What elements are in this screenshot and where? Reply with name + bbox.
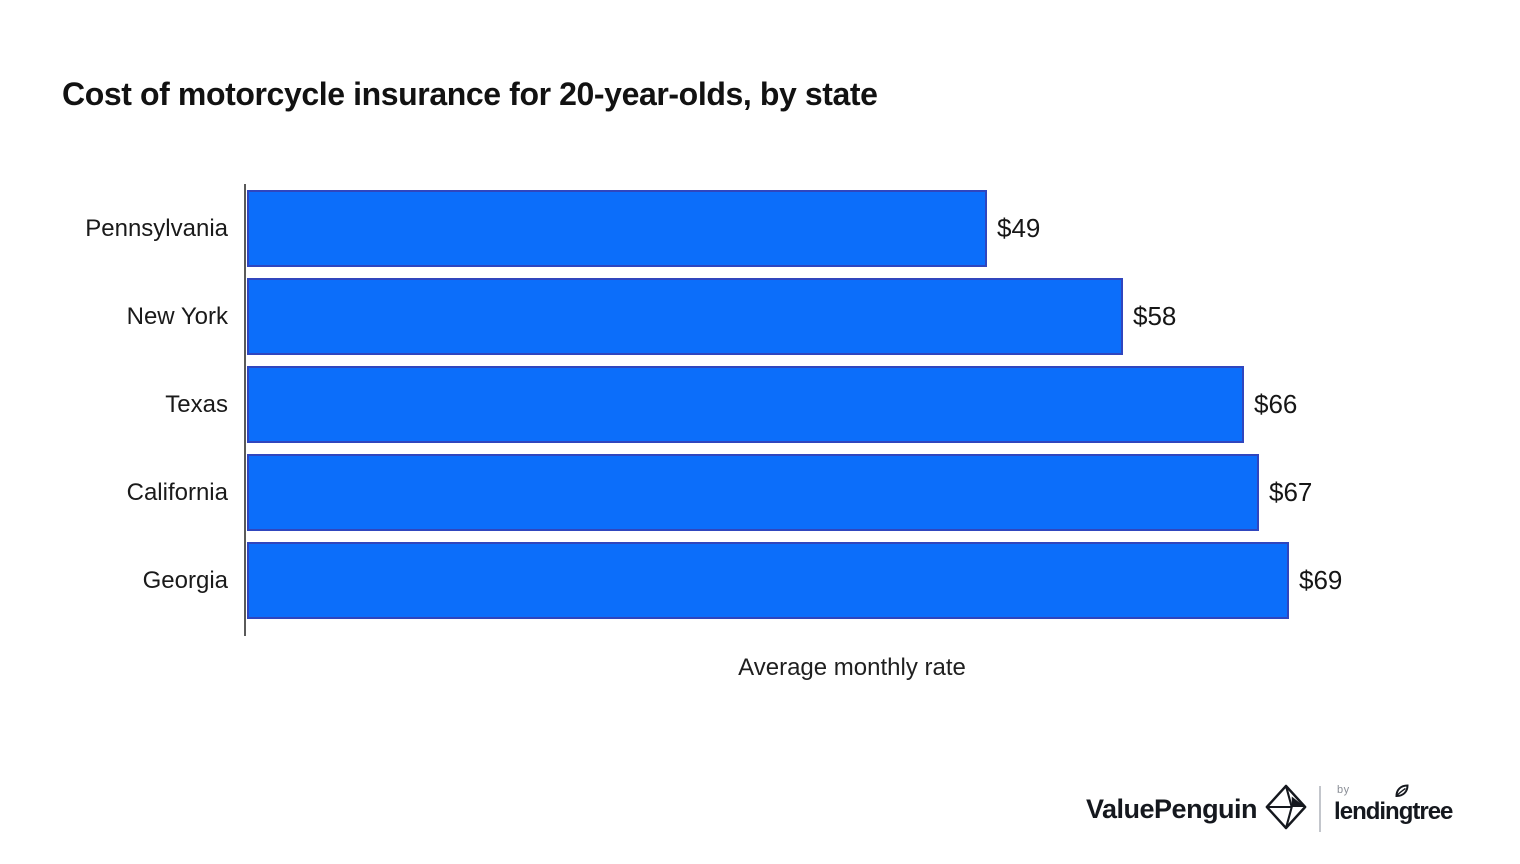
bar-value: $58: [1133, 301, 1177, 331]
bar-label: Texas: [165, 390, 228, 418]
bar-value: $69: [1299, 565, 1343, 595]
lendingtree-wordmark: lendingtree: [1334, 798, 1453, 825]
lendingtree-lockup: by lendingtree: [1334, 784, 1453, 826]
bar: [247, 454, 1259, 531]
bar-row: California $67: [0, 454, 1520, 531]
x-axis-label: Average monthly rate: [738, 654, 966, 681]
valuepenguin-wordmark: ValuePenguin: [1086, 793, 1258, 824]
bar-label: California: [126, 478, 228, 506]
bar-label: Georgia: [142, 566, 228, 594]
bar-value: $66: [1254, 389, 1298, 419]
bar-row: Georgia $69: [0, 542, 1520, 619]
bar: [247, 542, 1289, 619]
bar: [247, 190, 987, 267]
bar-label: Pennsylvania: [85, 214, 228, 242]
penguin-diamond-icon: [1264, 782, 1308, 837]
bar-label: New York: [126, 302, 228, 330]
chart-title: Cost of motorcycle insurance for 20-year…: [62, 76, 878, 112]
bar: [247, 366, 1244, 443]
leaf-icon: [1393, 783, 1410, 804]
bar-row: New York $58: [0, 278, 1520, 355]
y-axis-line: [244, 184, 246, 636]
brand-divider: [1319, 786, 1322, 832]
bar: [247, 278, 1123, 355]
bar-value: $49: [997, 213, 1041, 243]
bar-value: $67: [1269, 477, 1313, 507]
bar-row: Texas $66: [0, 366, 1520, 443]
bar-chart: Pennsylvania $49 New York $58 Texas $66 …: [0, 190, 1520, 619]
brand-footer: ValuePenguin by lendingtree: [1086, 782, 1453, 837]
lendingtree-by-label: by: [1337, 784, 1350, 796]
bar-row: Pennsylvania $49: [0, 190, 1520, 267]
